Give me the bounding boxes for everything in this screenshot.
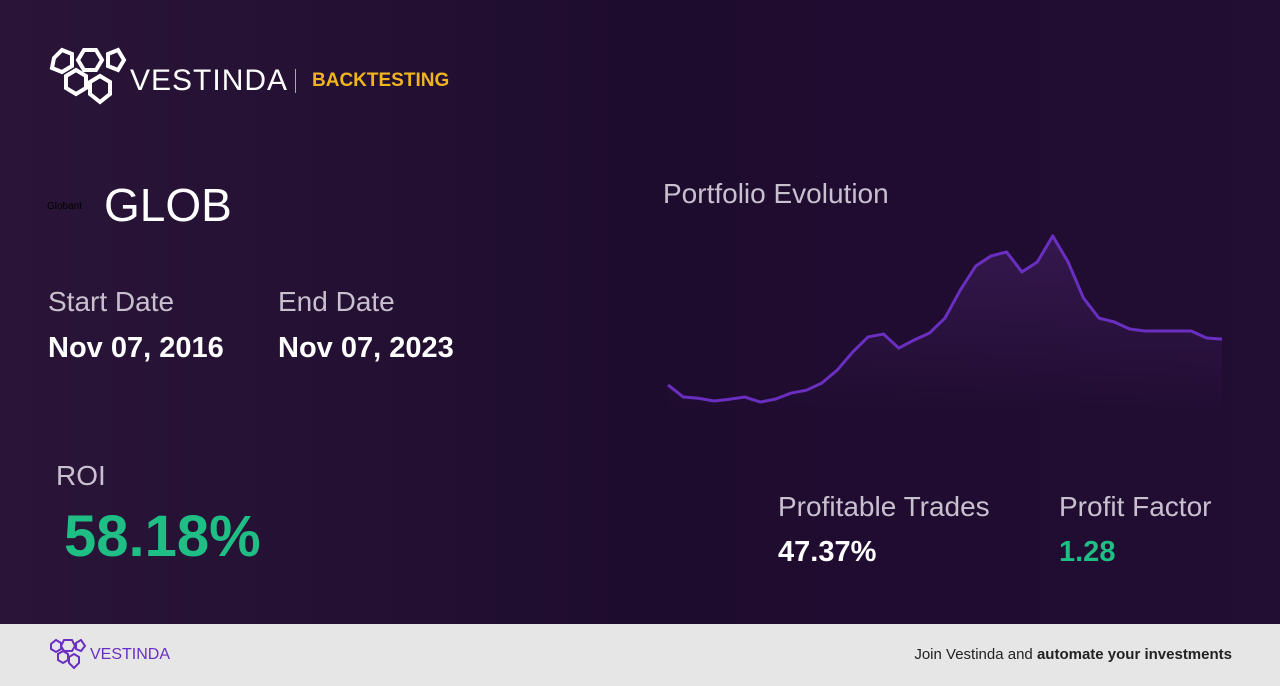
footer-plain: Join Vestinda and [914,646,1033,663]
ticker-logo: Globant [47,201,83,212]
footer-bold: automate your investments [1036,646,1232,663]
pf-label: Profit Factor [1059,491,1212,522]
roi-label: ROI [56,460,106,491]
divider [295,69,296,93]
footer-logo [50,638,87,670]
footer: VESTINDA Join Vestinda and automate your… [0,624,1280,686]
logo [49,47,127,105]
pf-value: 1.28 [1059,536,1116,568]
trades-value: 47.37% [778,536,877,568]
line [667,234,1223,404]
end-label: End Date [278,286,395,317]
chart-title: Portfolio Evolution [663,178,889,209]
trades-label: Profitable Trades [778,491,990,522]
start-label: Start Date [48,286,175,317]
chart [667,234,1223,410]
roi-value: 58.18% [64,504,261,569]
section: BACKTESTING [312,70,450,91]
footer-text: Join Vestinda and automate your investme… [914,646,1232,663]
footer-brand: VESTINDA [90,646,171,663]
ticker: GLOB [104,179,232,231]
brand: VESTINDA [130,64,289,97]
end-value: Nov 07, 2023 [278,332,454,364]
start-value: Nov 07, 2016 [48,332,224,364]
area [668,235,1222,410]
